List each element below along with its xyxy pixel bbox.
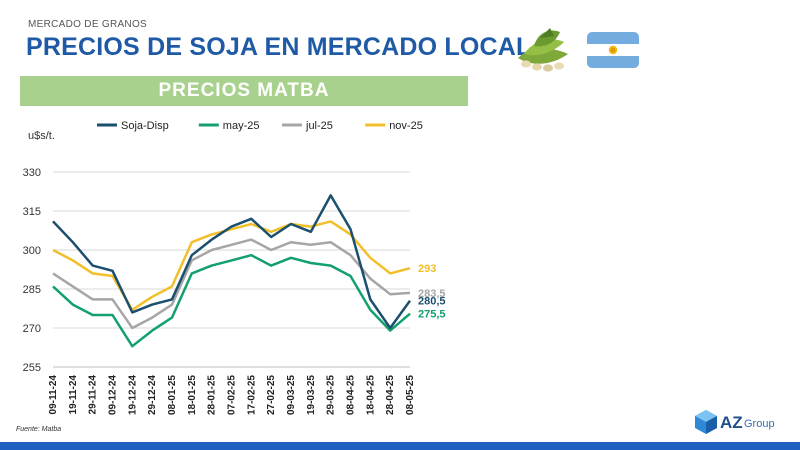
section-label: MERCADO DE GRANOS [28,19,148,30]
x-tick-label: 19-12-24 [127,375,138,415]
x-tick-label: 27-02-25 [266,375,277,415]
y-tick-label: 300 [23,245,41,257]
x-tick-label: 17-02-25 [246,375,257,415]
y-tick-label: 315 [23,206,41,218]
legend-label-jul-25: jul-25 [305,120,333,132]
end-label-jul-25: 283,5 [418,288,446,300]
legend-label-Soja-Disp: Soja-Disp [121,120,169,132]
page-title: PRECIOS DE SOJA EN MERCADO LOCAL [26,33,532,61]
x-tick-label: 18-01-25 [187,375,198,415]
end-label-nov-25: 293 [418,263,436,275]
x-tick-label: 09-03-25 [286,375,297,415]
series-line-nov-25 [52,220,411,312]
series-line-jul-25 [52,238,411,330]
logo-word: Group [744,418,775,430]
x-tick-label: 29-03-25 [326,375,337,415]
y-tick-label: 270 [23,323,41,335]
series-line-Soja-Disp [52,194,412,330]
series-line-may-25 [52,253,411,348]
x-tick-label: 09-12-24 [108,375,119,415]
x-tick-label: 28-04-25 [385,375,396,415]
az-group-logo: AZ Group [695,410,775,434]
x-tick-label: 07-02-25 [227,375,238,415]
y-tick-label: 255 [23,362,41,374]
x-tick-label: 08-05-25 [405,375,416,415]
x-tick-label: 19-03-25 [306,375,317,415]
x-tick-label: 09-11-24 [48,375,59,415]
x-tick-label: 08-04-25 [346,375,357,415]
banner-label: PRECIOS MATBA [158,80,330,101]
y-tick-label: 285 [23,284,41,296]
x-tick-label: 08-01-25 [167,375,178,415]
bottom-accent-bar [0,442,800,450]
legend-label-nov-25: nov-25 [389,120,423,132]
x-tick-label: 19-11-24 [68,375,79,415]
soybean-pods-icon [518,28,568,72]
end-label-Soja-Disp: 280,5 [418,296,446,308]
x-tick-label: 29-11-24 [88,375,99,415]
section-banner: PRECIOS MATBA [20,76,468,106]
x-tick-label: 29-12-24 [147,375,158,415]
end-label-may-25: 275,5 [418,309,446,321]
x-tick-label: 28-01-25 [207,375,218,415]
logo-mark: AZ [720,413,743,432]
x-tick-label: 18-04-25 [365,375,376,415]
price-line-chart: u$s/t. 255 270 285 300 315 330 09-11-24 19-11-24… [23,120,446,415]
legend-label-may-25: may-25 [223,120,260,132]
argentina-flag-icon [587,32,639,68]
source-note: Fuente: Matba [16,426,62,433]
y-axis-label: u$s/t. [28,130,55,142]
y-tick-label: 330 [23,167,41,179]
